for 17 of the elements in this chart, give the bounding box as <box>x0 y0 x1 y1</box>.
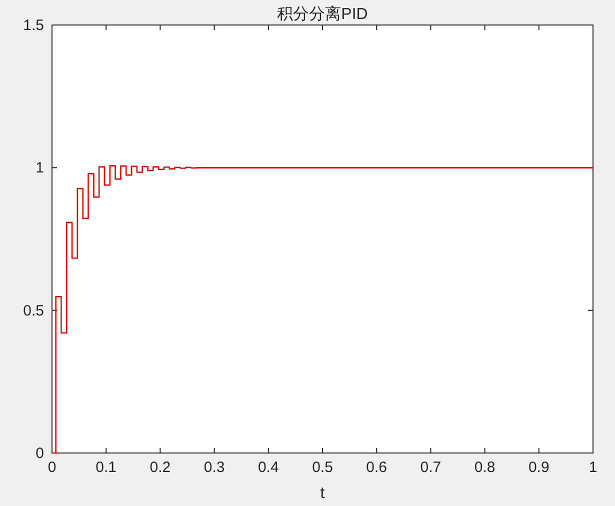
x-tick-label: 0.9 <box>528 459 550 476</box>
x-tick-label: 0 <box>48 459 56 476</box>
x-tick-label: 0.7 <box>420 459 442 476</box>
y-tick-label: 0 <box>36 445 44 462</box>
x-tick-label: 1 <box>588 459 598 476</box>
x-tick-label: 0.3 <box>204 459 225 476</box>
x-tick-label: 0.5 <box>312 459 333 476</box>
y-tick-label: 1.5 <box>23 17 44 34</box>
y-tick-label: 1 <box>36 160 44 177</box>
y-tick-label: 0.5 <box>23 302 44 320</box>
chart-title: 积分分离PID <box>277 5 368 23</box>
x-tick-label: 0.4 <box>258 459 279 476</box>
x-axis-title: t <box>320 485 326 502</box>
x-tick-label: 0.8 <box>474 459 496 476</box>
x-tick-label: 0.6 <box>366 459 388 476</box>
x-tick-label: 0.1 <box>96 459 117 476</box>
x-tick-label: 0.2 <box>150 459 171 476</box>
